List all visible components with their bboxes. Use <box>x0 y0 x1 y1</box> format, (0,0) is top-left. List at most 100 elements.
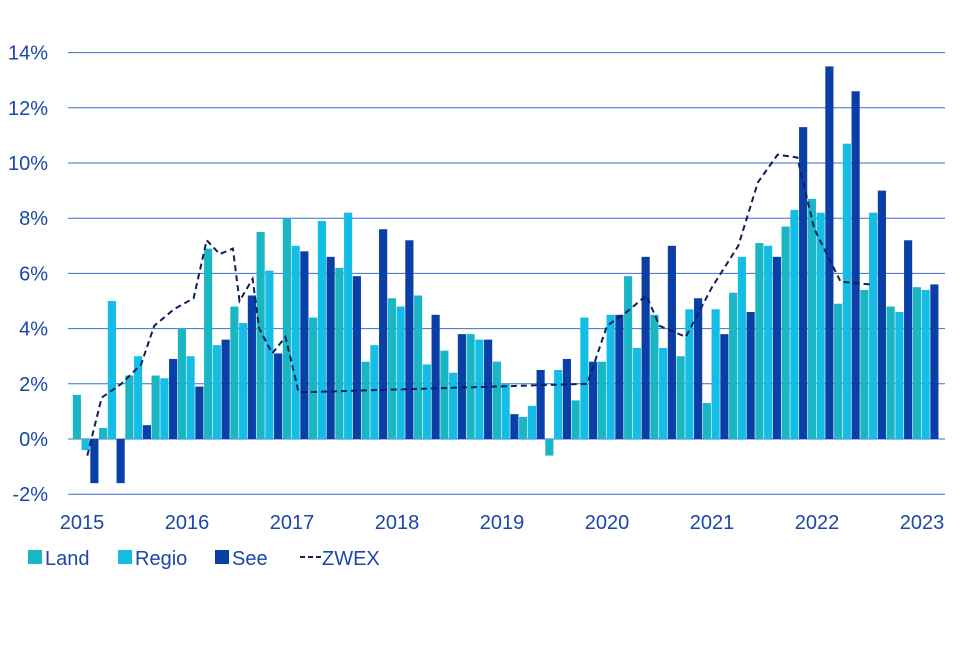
legend-swatch <box>118 550 132 564</box>
bar-regio <box>632 347 641 439</box>
bar-land <box>519 416 528 439</box>
bar-regio <box>81 439 90 451</box>
bar-see <box>300 251 309 439</box>
x-tick-label: 2017 <box>270 512 315 534</box>
bar-land <box>807 198 816 439</box>
y-tick-label: 2% <box>19 374 48 396</box>
bar-regio <box>921 289 930 439</box>
y-tick-label: 6% <box>19 263 48 285</box>
legend: Land Regio See ZWEX <box>28 548 380 570</box>
bar-land <box>99 427 108 439</box>
bar-see <box>352 276 361 439</box>
bar-land <box>414 295 423 439</box>
bar-land <box>466 334 475 439</box>
bar-see <box>195 386 204 439</box>
bar-see <box>142 425 151 439</box>
legend-label: Regio <box>135 548 187 570</box>
bar-land <box>282 218 291 439</box>
bar-regio <box>790 209 799 439</box>
bar-regio <box>685 309 694 439</box>
x-axis: 2015 2016 2017 2018 2019 2020 2021 2022 2023 <box>60 512 945 534</box>
bar-land <box>860 289 869 439</box>
bar-see <box>326 256 335 439</box>
bar-land <box>545 439 554 456</box>
bar-regio <box>370 345 379 439</box>
bar-see <box>877 190 886 439</box>
y-tick-label: 0% <box>19 429 48 451</box>
bar-land <box>597 361 606 439</box>
bar-regio <box>212 345 221 439</box>
bar-regio <box>764 245 773 439</box>
bar-land <box>624 276 633 439</box>
bar-regio <box>265 270 274 439</box>
y-tick-label: 10% <box>8 153 48 175</box>
bar-land <box>177 328 186 439</box>
bar-land <box>256 232 265 439</box>
bar-land <box>309 317 318 439</box>
legend-swatch <box>215 550 229 564</box>
bar-see <box>484 339 493 439</box>
bar-see <box>799 127 808 440</box>
bar-regio <box>501 383 510 439</box>
bar-land <box>755 243 764 439</box>
bar-see <box>851 91 860 440</box>
x-tick-label: 2016 <box>165 512 210 534</box>
bar-land <box>72 394 81 439</box>
legend-label: ZWEX <box>322 548 380 570</box>
x-tick-label: 2015 <box>60 512 105 534</box>
bar-regio <box>554 370 563 439</box>
bar-regio <box>869 212 878 439</box>
y-axis: -2% 0% 2% 4% 6% 8% 10% 12% 14% <box>8 43 48 507</box>
bar-see <box>405 240 414 439</box>
bar-land <box>492 361 501 439</box>
bars <box>72 66 939 484</box>
bar-regio <box>239 323 248 439</box>
bar-land <box>702 403 711 439</box>
bar-see <box>90 439 99 484</box>
bar-regio <box>816 212 825 439</box>
x-tick-label: 2021 <box>690 512 735 534</box>
bar-regio <box>606 314 615 439</box>
bar-land <box>886 306 895 439</box>
legend-swatch <box>28 550 42 564</box>
bar-regio <box>449 372 458 439</box>
bar-land <box>781 226 790 439</box>
bar-see <box>904 240 913 439</box>
bar-see <box>667 245 676 439</box>
bar-see <box>247 295 256 439</box>
bar-regio <box>291 245 300 439</box>
x-tick-label: 2020 <box>585 512 630 534</box>
bar-regio <box>107 301 116 439</box>
bar-regio <box>475 339 484 439</box>
bar-see <box>772 256 781 439</box>
bar-land <box>230 306 239 439</box>
bar-see <box>169 358 178 439</box>
bar-see <box>274 353 283 439</box>
bar-land <box>125 375 134 439</box>
bar-see <box>930 284 939 439</box>
bar-regio <box>737 256 746 439</box>
bar-see <box>720 334 729 439</box>
legend-label: See <box>232 548 268 570</box>
bar-land <box>676 356 685 439</box>
bar-land <box>151 375 160 439</box>
bar-regio <box>580 317 589 439</box>
bar-regio <box>134 356 143 439</box>
bar-see <box>510 414 519 439</box>
y-tick-label: 12% <box>8 98 48 120</box>
bar-land <box>204 248 213 439</box>
bar-see <box>694 298 703 439</box>
bar-regio <box>527 405 536 439</box>
bar-regio <box>396 306 405 439</box>
x-tick-label: 2022 <box>795 512 840 534</box>
bar-see <box>562 358 571 439</box>
y-tick-label: 14% <box>8 43 48 65</box>
bar-see <box>379 229 388 439</box>
bar-see <box>615 314 624 439</box>
bar-land <box>834 303 843 439</box>
bar-regio <box>317 220 326 439</box>
bar-see <box>116 439 125 484</box>
zwex-line-layer <box>86 153 870 456</box>
